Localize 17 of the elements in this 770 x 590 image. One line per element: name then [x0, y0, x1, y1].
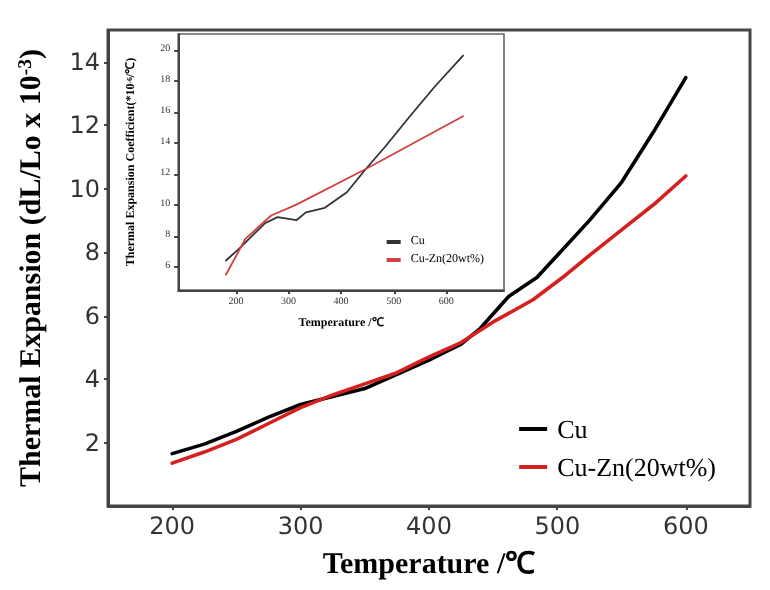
- y-tick-label: 6: [84, 301, 100, 330]
- line-series: [170, 75, 688, 456]
- x-tick-label: 400: [406, 512, 452, 540]
- x-tick-label: 300: [277, 512, 324, 540]
- y-tick-label: 14: [69, 47, 100, 76]
- x-tick-label: 600: [662, 512, 709, 540]
- legend-label: Cu: [557, 414, 589, 444]
- x-axis-title: Temperature /℃: [322, 549, 536, 581]
- legend-label: Cu-Zn(20wt%): [557, 452, 717, 482]
- y-tick-label: 8: [84, 238, 100, 267]
- x-tick-label: 500: [534, 512, 581, 540]
- y-tick-label: 2: [84, 428, 100, 457]
- y-tick-label: 12: [69, 111, 100, 140]
- x-tick-label: 200: [149, 512, 196, 540]
- y-tick-label: 10: [69, 174, 100, 203]
- y-tick-label: 4: [84, 365, 100, 394]
- y-axis-title: Thermal Expansion (dL/Lo x 10-3): [15, 49, 48, 488]
